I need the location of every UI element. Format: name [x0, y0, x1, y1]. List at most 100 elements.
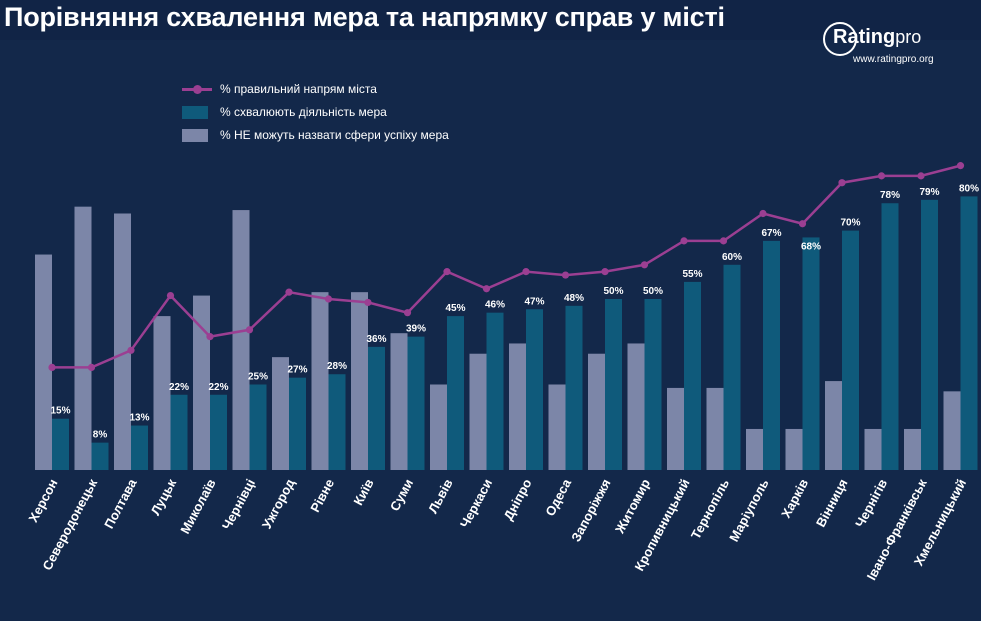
data-label-approve: 36%	[366, 334, 386, 345]
bar-approve	[170, 394, 188, 470]
bar-cannot-name	[153, 316, 171, 470]
bar-approve	[763, 240, 780, 470]
legend-swatch-approve	[182, 106, 208, 119]
category-label: Запоріжжя	[568, 476, 614, 544]
data-label-approve: 28%	[327, 361, 347, 372]
bar-approve	[723, 264, 741, 470]
bar-cannot-name	[588, 353, 605, 470]
point-direction	[206, 333, 214, 341]
point-direction	[798, 220, 807, 228]
point-direction	[719, 237, 728, 245]
bar-approve	[842, 230, 859, 470]
bar-approve	[407, 336, 425, 470]
bar-cannot-name	[943, 391, 961, 470]
point-direction	[956, 162, 965, 170]
logo-brand-name: Rating	[833, 26, 896, 48]
bar-cannot-name	[785, 428, 803, 470]
point-direction	[364, 298, 372, 307]
bar-cannot-name	[35, 254, 52, 470]
bar-cannot-name	[548, 384, 566, 470]
chart-title: Порівняння схвалення мера та напрямку сп…	[4, 2, 725, 32]
point-direction	[48, 363, 56, 371]
point-direction	[877, 172, 886, 180]
bar-approve	[486, 312, 504, 470]
legend-dot-icon	[193, 85, 202, 94]
bar-cannot-name	[509, 343, 526, 470]
logo-brand-suffix: pro	[895, 27, 922, 47]
category-label: Київ	[350, 476, 376, 507]
point-direction	[403, 309, 412, 317]
point-direction	[640, 261, 649, 269]
category-label: Черкаси	[457, 476, 495, 530]
category-label: Ужгород	[259, 476, 298, 532]
category-label: Суми	[387, 476, 416, 513]
point-direction	[245, 326, 254, 334]
data-label-approve: 79%	[919, 187, 939, 198]
category-label: Харків	[778, 476, 811, 520]
bar-cannot-name	[74, 206, 92, 470]
bar-approve	[249, 384, 267, 470]
data-label-approve: 80%	[959, 183, 979, 194]
data-label-approve: 50%	[603, 286, 623, 297]
data-label-approve: 46%	[485, 300, 505, 311]
data-label-approve: 78%	[880, 190, 900, 201]
category-label: Чернівці	[219, 476, 258, 532]
point-direction	[324, 295, 333, 303]
bar-cannot-name	[311, 292, 329, 470]
data-label-approve: 67%	[761, 228, 781, 239]
legend-label-cannot-name: % НЕ можуть назвати сфери успіху мера	[220, 128, 449, 142]
bar-approve	[802, 237, 820, 470]
bar-cannot-name	[430, 384, 447, 470]
data-label-approve: 22%	[169, 382, 189, 393]
bar-cannot-name	[864, 428, 882, 470]
category-label: Маріуполь	[726, 476, 772, 544]
data-label-approve: 60%	[722, 252, 742, 263]
bar-cannot-name	[272, 357, 289, 470]
legend-swatch-cannot-name	[182, 129, 208, 142]
bar-approve	[526, 309, 543, 470]
bar-approve	[684, 281, 701, 470]
category-label: Дніпро	[501, 476, 535, 522]
data-label-approve: 25%	[248, 372, 268, 383]
line-direction	[52, 164, 961, 369]
category-label: Рівне	[307, 476, 337, 514]
category-label: Херсон	[25, 476, 60, 524]
category-label: Миколаїв	[177, 476, 218, 536]
ratingpro-logo: Ratingpro www.ratingpro.org	[813, 22, 973, 72]
point-direction	[482, 285, 491, 293]
bar-approve	[52, 418, 69, 470]
point-direction	[285, 288, 293, 296]
data-label-approve: 70%	[840, 218, 860, 229]
bar-cannot-name	[667, 387, 684, 470]
bar-approve	[131, 425, 148, 470]
bar-cannot-name	[627, 343, 645, 470]
category-label: Львів	[425, 476, 455, 515]
bar-approve	[91, 442, 109, 470]
bar-cannot-name	[390, 333, 408, 470]
legend-label-direction: % правильний напрям міста	[220, 82, 377, 96]
bar-cannot-name	[193, 295, 210, 470]
bar-cannot-name	[746, 428, 763, 470]
point-direction	[127, 346, 135, 354]
bar-approve	[881, 203, 899, 471]
point-direction	[917, 172, 925, 180]
category-label: Чернігів	[852, 476, 890, 530]
bar-cannot-name	[825, 381, 842, 470]
bar-approve	[565, 305, 583, 470]
point-direction	[87, 363, 96, 371]
category-label: Луцьк	[148, 476, 180, 518]
bar-approve	[210, 394, 227, 470]
category-label: Тернопіль	[688, 476, 732, 541]
bar-cannot-name	[706, 387, 724, 470]
point-direction	[838, 179, 846, 187]
category-label: Полтава	[101, 476, 140, 531]
bar-approve	[921, 199, 938, 470]
bar-cannot-name	[904, 428, 921, 470]
data-label-approve: 48%	[564, 293, 584, 304]
point-direction	[759, 209, 767, 218]
bar-cannot-name	[469, 353, 487, 470]
point-direction	[561, 271, 570, 279]
logo-brand: Ratingpro	[833, 26, 921, 49]
logo-url: www.ratingpro.org	[853, 54, 934, 65]
